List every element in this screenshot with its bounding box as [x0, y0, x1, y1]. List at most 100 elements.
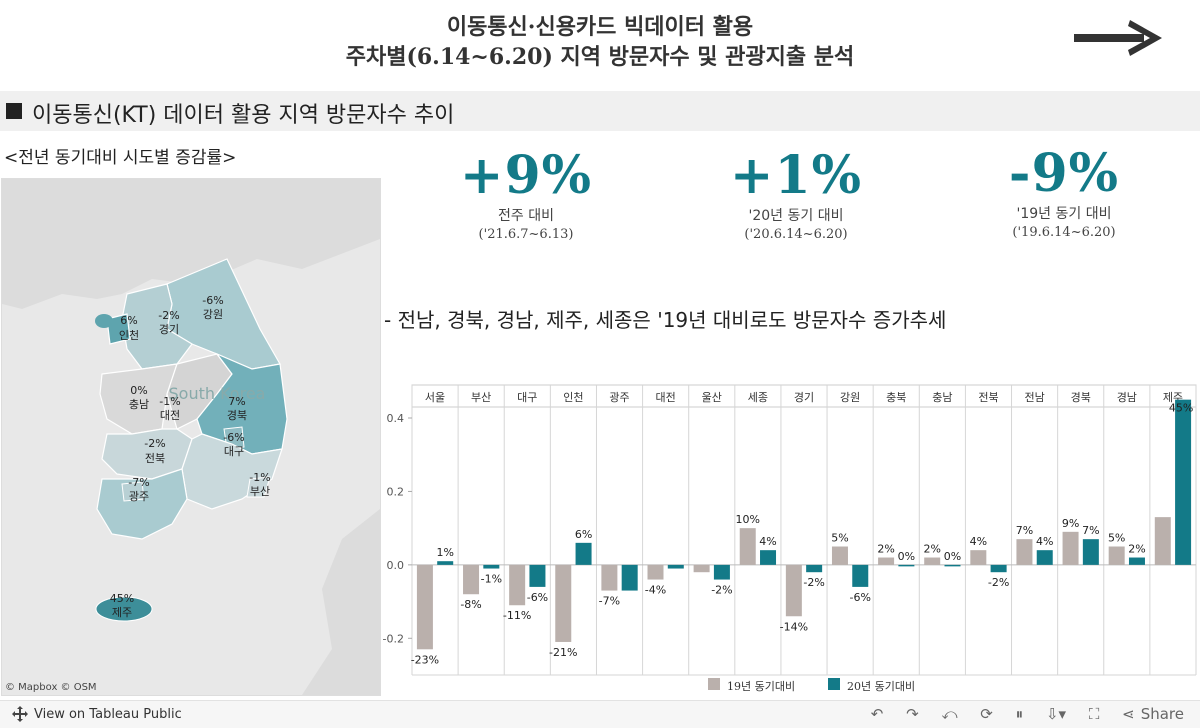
map-label-gyeongbuk-pct: 7% — [228, 395, 245, 408]
bar — [739, 528, 756, 565]
bar-data-label: -6% — [527, 591, 548, 604]
map-label-gyeongbuk: 경북 — [227, 409, 247, 422]
category-label: 인천 — [563, 390, 583, 404]
map-label-daegu-pct: -6% — [223, 431, 244, 444]
kpi-vs-2019: -9% '19년 동기 대비 ('19.6.14~6.20) — [944, 144, 1184, 242]
kpi-period: ('20.6.14~6.20) — [744, 227, 848, 242]
category-label: 경남 — [1117, 391, 1137, 404]
kpi-label: 전주 대비 — [498, 208, 554, 224]
bar — [509, 564, 526, 606]
bar-data-label: 4% — [1036, 535, 1053, 548]
map-label-incheon-pct: 6% — [120, 314, 137, 327]
next-arrow-icon[interactable] — [1072, 18, 1164, 58]
bar — [1016, 539, 1033, 565]
region-jeonnam[interactable] — [96, 468, 188, 540]
bar-data-label: 4% — [759, 535, 776, 548]
map-label-busan: 부산 — [250, 485, 270, 498]
category-label: 충북 — [886, 391, 906, 404]
bar-data-label: 7% — [1016, 524, 1033, 537]
map-label-chungnam-pct: 0% — [130, 384, 147, 397]
map-label-gwangju: 광주 — [129, 490, 149, 503]
region-busan[interactable] — [246, 476, 271, 498]
bar-data-label: -21% — [549, 646, 577, 659]
bar-chart: 0.4 0.2 0.0 -0.2 서울 -23% 1% 부산 -8%-1% 대구 -11% -6% 인천… — [383, 384, 1197, 693]
move-icon[interactable] — [12, 706, 28, 722]
share-label[interactable]: Share — [1140, 705, 1184, 723]
bar — [693, 564, 710, 573]
section-header: 이동통신(KT) 데이터 활용 지역 방문자수 추이 — [0, 91, 1200, 131]
y-tick-label: 0.0 — [387, 559, 405, 572]
share-icon[interactable]: ⋖ — [1122, 705, 1135, 723]
bar — [1175, 399, 1192, 565]
category-label: 세종 — [748, 391, 768, 404]
category-label: 전남 — [1024, 391, 1044, 404]
bar — [1128, 557, 1145, 565]
region-incheon-island — [95, 314, 113, 328]
revert-icon[interactable]: ⤺ — [941, 705, 958, 723]
footer-icons: ↶ ↷ ⤺ ⟳ ⏸ ⇩▾ ⛶ ⋖ Share — [853, 705, 1184, 723]
bullet-square-icon — [6, 103, 22, 119]
bar-data-label: 7% — [1082, 524, 1099, 537]
category-label: 대구 — [517, 391, 537, 404]
redo-icon[interactable]: ↷ — [906, 705, 919, 723]
download-icon[interactable]: ⇩▾ — [1045, 705, 1067, 723]
kpi-vs-2020: +1% '20년 동기 대비 ('20.6.14~6.20) — [676, 146, 916, 244]
kpi-value: +9% — [459, 145, 593, 206]
fullscreen-icon[interactable]: ⛶ — [1088, 705, 1100, 723]
bar — [1082, 539, 1099, 565]
map-label-daejeon-pct: -1% — [159, 395, 180, 408]
region-map[interactable]: South Korea -6% 강원 -2% 경기 6% 인천 0% 충남 -1… — [1, 178, 381, 696]
bar — [924, 557, 941, 565]
map-label-busan-pct: -1% — [249, 471, 270, 484]
bar — [806, 564, 823, 573]
legend-swatch — [828, 678, 840, 690]
bar — [667, 564, 684, 569]
footer-toolbar: View on Tableau Public ↶ ↷ ⤺ ⟳ ⏸ ⇩▾ ⛶ ⋖ S… — [0, 700, 1200, 728]
y-tick-label: -0.2 — [383, 632, 404, 645]
refresh-icon[interactable]: ⟳ — [980, 705, 993, 723]
bar-data-label: 2% — [877, 543, 894, 556]
page-title: 이동통신·신용카드 빅데이터 활용 주차별(6.14~6.20) 지역 방문자수… — [0, 12, 1200, 72]
kpi-label: '20년 동기 대비 — [748, 208, 844, 224]
undo-icon[interactable]: ↶ — [870, 705, 884, 723]
bar — [575, 542, 592, 565]
bar — [529, 564, 546, 587]
map-label-incheon: 인천 — [119, 328, 139, 342]
bar — [1154, 517, 1171, 565]
pause-icon[interactable]: ⏸ — [1015, 705, 1024, 723]
region-gyeongnam[interactable] — [181, 433, 283, 510]
map-label-jeju: 제주 — [112, 606, 132, 619]
bar — [416, 564, 433, 650]
title-line-2: 주차별(6.14~6.20) 지역 방문자수 및 관광지출 분석 — [345, 44, 855, 70]
bar — [785, 564, 802, 617]
bar — [898, 564, 915, 567]
region-gwangju[interactable] — [121, 481, 145, 502]
category-label: 전북 — [978, 391, 998, 404]
bar-data-label: -6% — [850, 591, 871, 604]
map-label-jeonbuk: 전북 — [145, 452, 165, 465]
map-label-jeju-pct: 45% — [110, 592, 134, 605]
bar-data-label: 5% — [831, 532, 848, 545]
y-tick-label: 0.4 — [387, 412, 405, 425]
bar-data-label: -2% — [988, 576, 1009, 589]
insight-note: - 전남, 경북, 경남, 제주, 세종은 '19년 대비로도 방문자수 증가추… — [384, 308, 947, 332]
legend-label: 20년 동기대비 — [847, 680, 915, 693]
bar-data-label: -1% — [481, 573, 502, 586]
category-label: 경북 — [1071, 391, 1091, 404]
bar-data-label: 0% — [898, 550, 915, 563]
kpi-value: -9% — [1008, 143, 1120, 204]
map-label-gwangju-pct: -7% — [128, 476, 149, 489]
map-label-jeonbuk-pct: -2% — [144, 437, 165, 450]
region-jeju[interactable] — [95, 596, 153, 622]
country-label: South Korea — [169, 384, 266, 403]
map-label-daegu: 대구 — [224, 445, 244, 458]
bar — [483, 564, 500, 569]
bar — [831, 546, 848, 565]
view-on-tableau-link[interactable]: View on Tableau Public — [34, 707, 182, 722]
map-label-gangwon: 강원 — [203, 308, 223, 321]
map-credit[interactable]: © Mapbox © OSM — [5, 682, 97, 693]
bar — [970, 550, 987, 565]
bar-data-label: -2% — [711, 584, 732, 597]
bar-data-label: -4% — [645, 584, 666, 597]
japan-land — [302, 509, 380, 695]
